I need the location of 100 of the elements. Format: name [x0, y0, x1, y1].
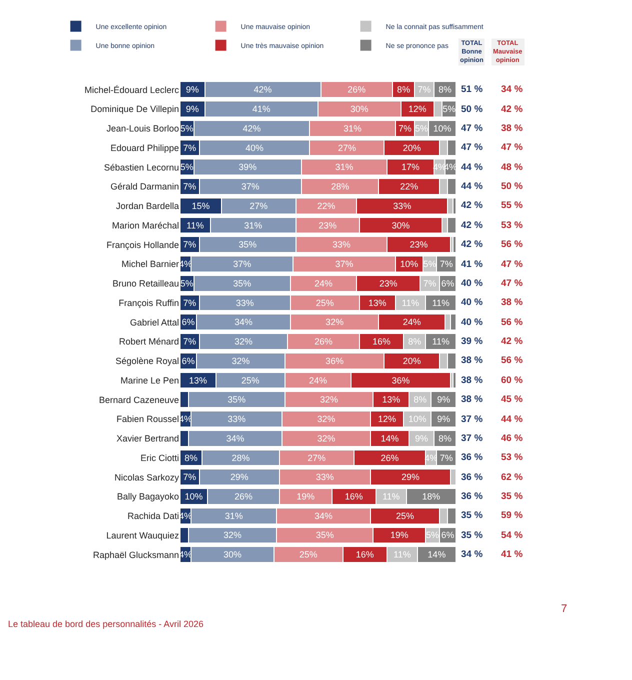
text: 35 % — [461, 530, 484, 541]
data-label: 29% — [401, 472, 420, 482]
y-tick-label: Eric Ciotti — [140, 452, 179, 463]
text: 47 % — [501, 259, 524, 270]
text: 35 % — [501, 491, 524, 502]
text: 53 % — [501, 452, 524, 463]
data-label: 35% — [233, 278, 252, 288]
data-label: 31% — [244, 220, 262, 230]
data-label: 24% — [308, 375, 328, 386]
text: 55 % — [501, 200, 524, 211]
y-tick-label: Gabriel Attal — [130, 317, 179, 328]
data-label: 14% — [380, 433, 399, 444]
data-label: 35% — [238, 240, 257, 250]
data-label: 12% — [408, 104, 426, 114]
data-label: 32% — [232, 356, 250, 366]
text: 35 % — [461, 510, 484, 521]
data-label: 10% — [184, 492, 203, 502]
data-label: 32% — [234, 336, 252, 347]
data-label: 40% — [246, 142, 264, 153]
data-label: 32% — [320, 394, 338, 405]
data-label: 32% — [326, 317, 344, 328]
data-label: 20% — [402, 142, 421, 153]
data-label: 16% — [372, 336, 390, 347]
data-label: 33% — [228, 414, 246, 424]
text: 42 % — [501, 336, 524, 347]
data-label: 11% — [382, 492, 400, 502]
y-tick-label: Jean-Louis Borloo — [106, 124, 179, 134]
data-label: 7% — [183, 182, 196, 192]
data-label: 6% — [182, 317, 195, 328]
y-tick-label: Fabien Roussel — [116, 414, 179, 424]
y-tick-label: François Ruffin — [118, 298, 179, 308]
data-label: 5% — [426, 530, 440, 540]
data-label: 37% — [233, 259, 252, 270]
data-label: 7% — [183, 298, 196, 308]
y-tick-label: François Hollande — [106, 240, 179, 250]
text: 44 % — [461, 181, 484, 192]
data-label: 28% — [232, 452, 250, 463]
data-label: 35% — [228, 394, 246, 405]
data-label: 34% — [234, 317, 252, 328]
data-label: 13% — [368, 298, 386, 308]
data-label: 9% — [437, 414, 450, 424]
data-label: 11% — [432, 336, 450, 347]
data-label: 7% — [183, 142, 196, 153]
data-label: 23% — [379, 278, 398, 288]
data-label: 5% — [180, 123, 194, 134]
text: 40 % — [461, 317, 484, 328]
data-label: 27% — [250, 200, 268, 211]
y-tick-label: Edouard Philippe — [110, 142, 179, 153]
data-label: 26% — [234, 492, 252, 502]
data-label: 11% — [402, 298, 420, 308]
text: 42 % — [461, 200, 484, 211]
data-label: 5% — [442, 104, 456, 114]
data-label: 37% — [241, 182, 260, 192]
text: 47 % — [461, 142, 484, 153]
text: 56 % — [501, 239, 524, 250]
text: 38 % — [461, 394, 484, 405]
y-tick-label: Laurent Wauquiez — [106, 530, 180, 540]
y-tick-label: Michel-Édouard Leclerc — [84, 84, 180, 95]
data-label: 24% — [402, 317, 421, 328]
data-label: 10% — [400, 259, 418, 270]
text: 48 % — [501, 162, 524, 173]
data-label: 25% — [299, 550, 318, 560]
data-label: 30% — [350, 104, 368, 114]
data-label: 12% — [378, 414, 396, 424]
y-tick-label: Marine Le Pen — [120, 375, 179, 386]
data-label: 33% — [236, 298, 254, 308]
data-label: 15% — [192, 200, 210, 211]
text: 47 % — [461, 123, 484, 134]
text: 36 % — [461, 491, 484, 502]
y-tick-label: Ségolène Royal — [115, 356, 179, 366]
text: 44 % — [461, 162, 484, 173]
text: 34 % — [501, 84, 524, 95]
y-tick-label: Bally Bagayoko — [116, 492, 179, 502]
text: 36 % — [461, 452, 484, 463]
data-label: 14% — [428, 550, 446, 560]
y-tick-label: Dominique De Villepin — [90, 104, 179, 114]
text: 36 % — [461, 472, 484, 483]
text: 42 % — [461, 239, 484, 250]
data-label: 30% — [223, 550, 242, 560]
data-label: 31% — [343, 123, 362, 134]
data-label: 30% — [392, 220, 410, 230]
y-tick-label: Robert Ménard — [118, 336, 179, 347]
data-label: 25% — [316, 298, 334, 308]
data-label: 26% — [314, 336, 333, 347]
data-label: 22% — [317, 200, 336, 211]
data-label: 13% — [188, 375, 207, 386]
text: 50 % — [461, 104, 484, 115]
data-label: 23% — [410, 240, 428, 250]
data-label: 9% — [186, 84, 199, 95]
data-label: 7% — [398, 123, 412, 134]
data-label: 16% — [344, 492, 363, 502]
text: 40 % — [461, 278, 484, 289]
data-label: 20% — [402, 356, 421, 366]
data-label: 13% — [382, 394, 400, 405]
data-label: 32% — [223, 530, 242, 540]
y-tick-label: Rachida Dati — [127, 511, 179, 522]
y-tick-label: Nicolas Sarkozy — [114, 472, 180, 482]
data-label: 16% — [356, 550, 374, 560]
text: 7 — [561, 603, 568, 615]
y-tick-label: Raphaël Glucksmann — [92, 550, 179, 560]
